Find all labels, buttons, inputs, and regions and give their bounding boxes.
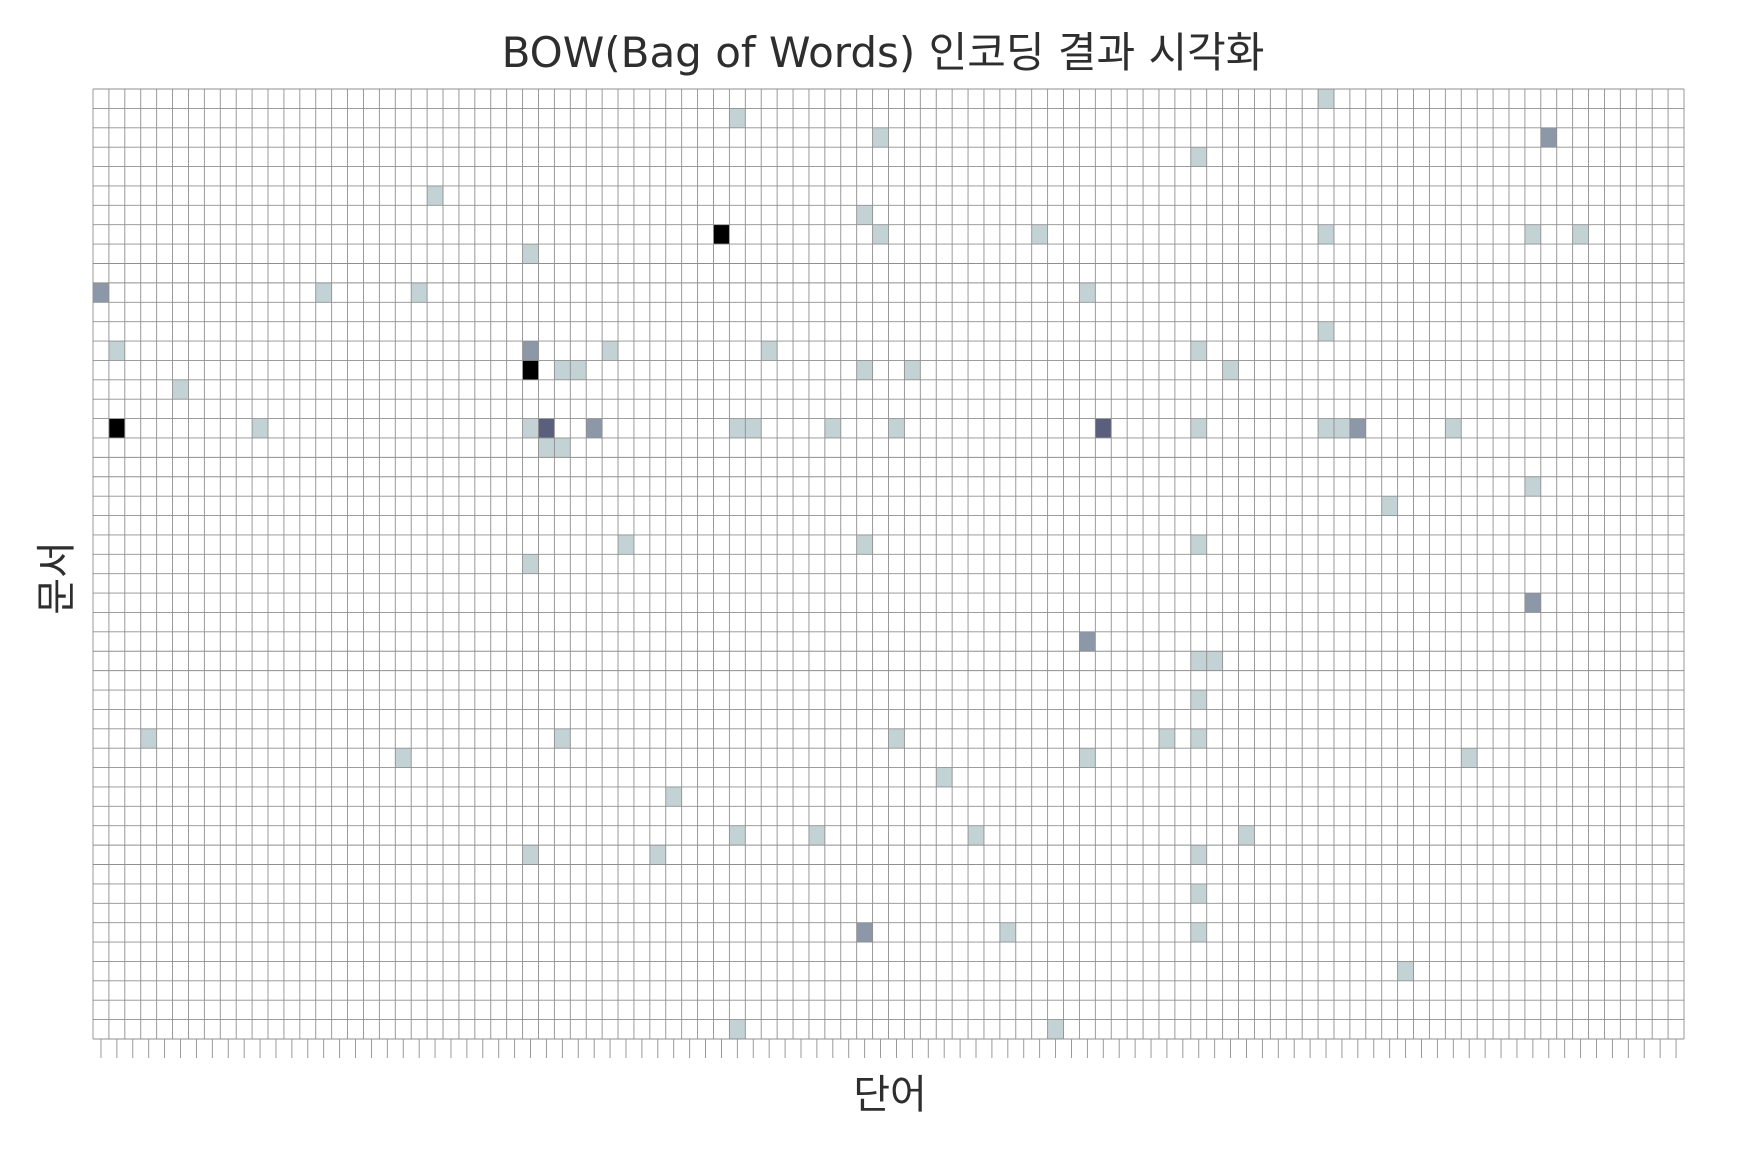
heatmap-cell [554, 728, 571, 749]
heatmap-cell [1079, 748, 1096, 768]
heatmap-cell [1190, 845, 1207, 865]
heatmap-cell [1572, 224, 1589, 245]
heatmap-cell [856, 360, 873, 380]
heatmap-cell [427, 185, 444, 206]
x-tick-marks [100, 1039, 1677, 1058]
heatmap-cell [1349, 418, 1366, 438]
heatmap-cell [856, 205, 873, 225]
heatmap-cell [904, 360, 921, 380]
heatmap-cell [93, 282, 109, 303]
heatmap-cell [522, 341, 539, 361]
heatmap-cell [140, 728, 157, 749]
heatmap-cell [649, 845, 666, 865]
heatmap-cell [1031, 224, 1048, 245]
heatmap-cell [888, 728, 905, 749]
heatmap-cell [1318, 89, 1334, 109]
heatmap-cell [586, 418, 603, 438]
heatmap-cell [570, 360, 587, 380]
heatmap-cell [1190, 922, 1207, 943]
heatmap-cell [1190, 651, 1207, 671]
heatmap-cell [1190, 728, 1207, 749]
heatmap-cell [1190, 534, 1207, 555]
heatmap-cell [1047, 1019, 1064, 1039]
heatmap-cell [538, 437, 555, 458]
heatmap-cell [411, 282, 428, 303]
heatmap-cell [713, 224, 730, 245]
heatmap-cell [315, 282, 332, 303]
heatmap-cell [1190, 147, 1207, 167]
heatmap-cell [395, 748, 412, 768]
heatmap-cell [824, 418, 841, 438]
heatmap-cell [745, 418, 762, 438]
heatmap-cell [522, 360, 539, 380]
heatmap-cell [1445, 418, 1462, 438]
heatmap-cell [172, 379, 189, 400]
heatmap-cell [1318, 418, 1334, 438]
heatmap-cell [1333, 418, 1350, 438]
chart-title: BOW(Bag of Words) 인코딩 결과 시각화 [502, 28, 1265, 77]
heatmap-cell [665, 786, 682, 807]
heatmap-cell [761, 341, 778, 361]
heatmap-cell [522, 244, 539, 264]
heatmap-cell [538, 418, 555, 438]
heatmap-cell [888, 418, 905, 438]
heatmap-cell [1079, 631, 1096, 652]
heatmap-cell [1318, 321, 1334, 342]
heatmap-cells [93, 89, 1589, 1039]
heatmap-cell [936, 767, 953, 787]
heatmap-cell [618, 534, 634, 555]
heatmap-cell [522, 554, 539, 574]
heatmap-cell [602, 341, 619, 361]
heatmap-cell [522, 418, 539, 438]
heatmap-cell [554, 360, 571, 380]
heatmap-cell [1206, 651, 1223, 671]
heatmap-cell [856, 922, 873, 943]
heatmap-cell [1190, 883, 1207, 904]
heatmap-cell [1190, 418, 1207, 438]
heatmap-cell [872, 127, 889, 148]
heatmap-cell [1238, 825, 1255, 846]
heatmap-cell [1524, 224, 1541, 245]
heatmap-cell [872, 224, 889, 245]
y-axis-label: 문서 [34, 541, 80, 615]
heatmap-cell [808, 825, 825, 846]
heatmap-cell [1524, 476, 1541, 497]
heatmap-cell [1158, 728, 1175, 749]
heatmap-cell [1524, 593, 1541, 613]
heatmap-cell [554, 437, 571, 458]
heatmap-cell [729, 1019, 746, 1039]
heatmap-cell [1079, 282, 1096, 303]
heatmap-cell [522, 845, 539, 865]
heatmap-cell [1190, 341, 1207, 361]
heatmap-grid [92, 88, 1685, 1040]
heatmap-cell [1397, 961, 1414, 981]
heatmap-cell [856, 534, 873, 555]
heatmap-cell [1190, 690, 1207, 710]
heatmap-cell [968, 825, 984, 846]
heatmap-cell [729, 418, 746, 438]
heatmap-cell [1095, 418, 1112, 438]
heatmap-cell [1222, 360, 1239, 380]
heatmap-cell [1381, 496, 1398, 516]
x-axis-label: 단어 [853, 1072, 927, 1118]
heatmap-cell [729, 108, 746, 128]
heatmap-cell [108, 418, 125, 438]
heatmap-cell [1540, 127, 1557, 148]
heatmap-cell [729, 825, 746, 846]
heatmap-cell [252, 418, 269, 438]
heatmap-cell [108, 341, 125, 361]
heatmap-cell [999, 922, 1016, 943]
heatmap-cell [1318, 224, 1334, 245]
heatmap-cell [1461, 748, 1478, 768]
